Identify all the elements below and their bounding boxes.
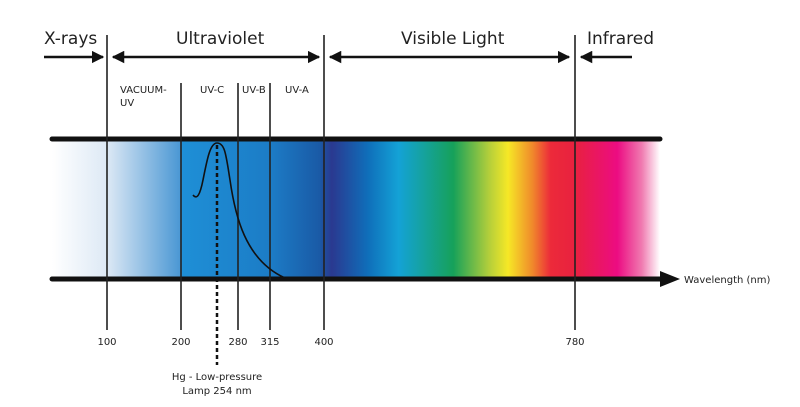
label-uvb: UV-B: [242, 85, 266, 96]
hg-emission-curve: [192, 142, 286, 279]
label-visible: Visible Light: [401, 29, 505, 49]
hg-lamp-label-2: Lamp 254 nm: [182, 386, 251, 397]
label-infrared: Infrared: [587, 29, 654, 49]
tick-315: 315: [260, 337, 279, 348]
spectrum-band: [52, 140, 660, 278]
tick-400: 400: [314, 337, 333, 348]
label-uva: UV-A: [285, 85, 309, 96]
tick-280: 280: [228, 337, 247, 348]
label-xrays: X-rays: [44, 29, 97, 49]
tick-200: 200: [171, 337, 190, 348]
tick-100: 100: [97, 337, 116, 348]
label-vacuum-uv-2: UV: [120, 98, 134, 109]
axis-label: Wavelength (nm): [684, 275, 770, 286]
tick-780: 780: [565, 337, 584, 348]
axis-arrow-head: [660, 271, 680, 287]
boundary-lines: [106, 35, 576, 330]
label-vacuum-uv-1: VACUUM-: [120, 85, 167, 96]
label-ultraviolet: Ultraviolet: [176, 29, 265, 49]
hg-lamp-label-1: Hg - Low-pressure: [172, 372, 262, 383]
label-uvc: UV-C: [200, 85, 224, 96]
